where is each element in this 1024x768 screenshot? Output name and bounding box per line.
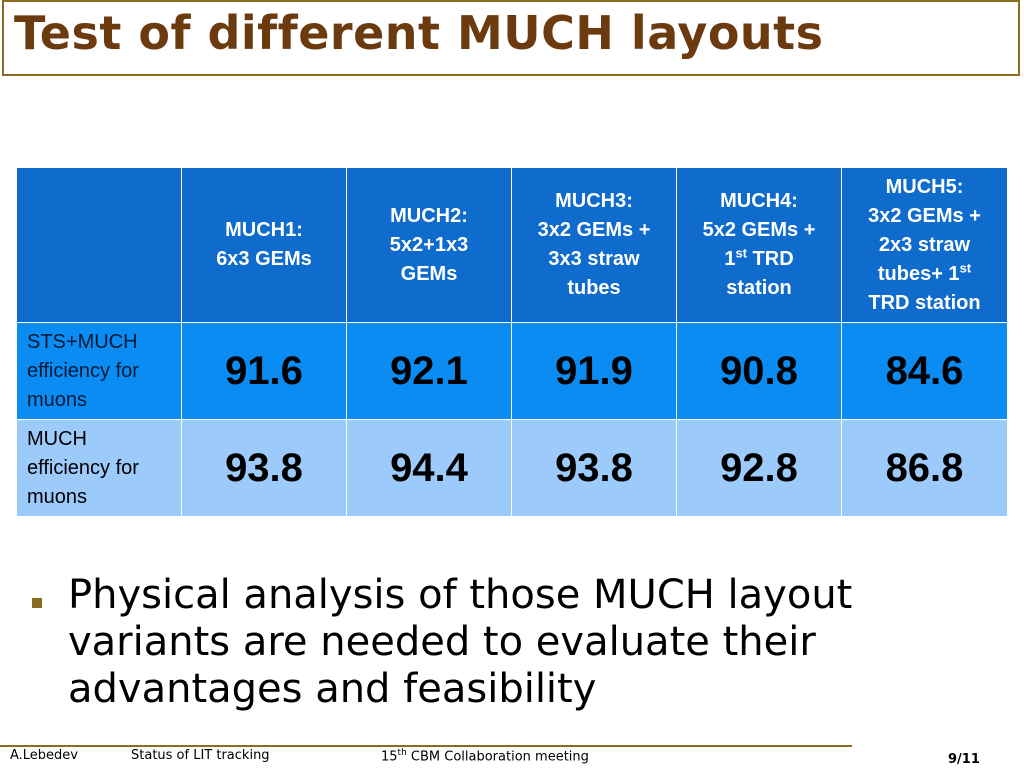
header-line: MUCH2:	[390, 204, 468, 227]
header-line: MUCH5:	[885, 175, 964, 198]
row-label: MUCH efficiency for muons	[16, 419, 182, 517]
header-line: 3x2 GEMs +	[537, 219, 651, 241]
row-label-line: muons	[27, 485, 88, 508]
header-much1: MUCH1: 6x3 GEMs	[181, 167, 347, 323]
results-table: MUCH1: 6x3 GEMs MUCH2: 5x2+1x3 GEMs MUCH…	[16, 167, 1008, 517]
square-bullet-icon	[32, 598, 42, 608]
header-line: 5x2+1x3	[389, 233, 469, 256]
row-label-line: efficiency for	[27, 359, 139, 382]
header-corner-cell	[16, 167, 182, 323]
table-cell: 92.1	[346, 322, 512, 420]
bullet-text: Physical analysis of those MUCH layout v…	[68, 572, 853, 712]
header-line: GEMs	[400, 262, 458, 285]
table-cell: 91.6	[181, 322, 347, 420]
row-label-line: muons	[27, 388, 88, 411]
footer-meeting-text: CBM Collaboration meeting	[406, 749, 589, 765]
table-cell: 84.6	[841, 322, 1008, 420]
table-row: MUCH efficiency for muons 93.8 94.4 93.8…	[16, 419, 1008, 517]
page-number: 9/11	[948, 752, 980, 767]
header-line: tubes+ 1	[877, 262, 960, 285]
footer-meeting-number: 15	[381, 749, 398, 765]
header-line: MUCH3:	[555, 190, 633, 212]
footer-meeting-superscript: th	[397, 748, 407, 758]
footer-divider	[0, 745, 852, 747]
header-line: station	[726, 277, 792, 299]
header-much3: MUCH3: 3x2 GEMs + 3x3 straw tubes	[511, 167, 677, 323]
header-much2: MUCH2: 5x2+1x3 GEMs	[346, 167, 512, 323]
table-cell: 94.4	[346, 419, 512, 517]
header-line: 2x3 straw	[878, 233, 971, 256]
footer-meeting: 15th CBM Collaboration meeting	[381, 748, 589, 764]
header-line: tubes	[567, 277, 621, 299]
row-label-line: STS+MUCH	[27, 330, 138, 353]
header-line: TRD	[747, 248, 794, 270]
table-row: STS+MUCH efficiency for muons 91.6 92.1 …	[16, 322, 1008, 420]
table-cell: 91.9	[511, 322, 677, 420]
table-cell: 93.8	[181, 419, 347, 517]
table-cell: 86.8	[841, 419, 1008, 517]
footer-author: A.Lebedev	[10, 748, 79, 763]
header-superscript: st	[735, 245, 747, 261]
title-box: Test of different MUCH layouts	[2, 0, 1020, 76]
row-label: STS+MUCH efficiency for muons	[16, 322, 182, 420]
table-cell: 93.8	[511, 419, 677, 517]
table-cell: 92.8	[676, 419, 842, 517]
table-header-row: MUCH1: 6x3 GEMs MUCH2: 5x2+1x3 GEMs MUCH…	[16, 167, 1008, 323]
row-label-line: MUCH	[27, 427, 87, 450]
header-line: TRD station	[868, 291, 981, 314]
row-label-line: efficiency for	[27, 456, 139, 479]
header-line: MUCH1:	[225, 219, 303, 241]
table-cell: 90.8	[676, 322, 842, 420]
header-line: 1	[724, 248, 736, 270]
header-line: 3x2 GEMs +	[868, 204, 981, 227]
header-line: 3x3 straw	[548, 248, 640, 270]
footer-topic: Status of LIT tracking	[131, 748, 270, 763]
slide-title: Test of different MUCH layouts	[14, 6, 824, 60]
header-much4: MUCH4: 5x2 GEMs + 1st TRD station	[676, 167, 842, 323]
header-superscript: st	[959, 259, 972, 275]
header-line: MUCH4:	[720, 190, 798, 212]
header-line: 6x3 GEMs	[216, 248, 312, 270]
header-much5: MUCH5: 3x2 GEMs + 2x3 straw tubes+ 1st T…	[841, 167, 1008, 323]
header-line: 5x2 GEMs +	[702, 219, 816, 241]
